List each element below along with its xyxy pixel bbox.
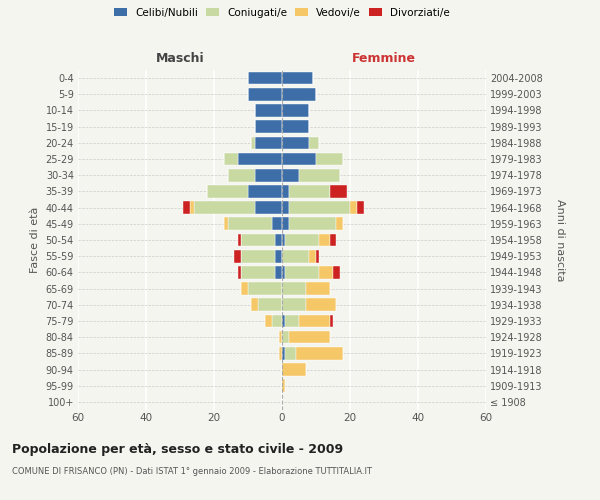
Bar [248, 88, 282, 101]
Bar [286, 347, 296, 360]
Bar [251, 136, 255, 149]
Bar [255, 136, 282, 149]
Bar [329, 234, 337, 246]
Bar [306, 282, 329, 295]
Legend: Celibi/Nubili, Coniugati/e, Vedovi/e, Divorziati/e: Celibi/Nubili, Coniugati/e, Vedovi/e, Di… [114, 8, 450, 18]
Bar [319, 266, 333, 278]
Bar [255, 202, 282, 214]
Bar [282, 347, 286, 360]
Bar [299, 169, 340, 181]
Bar [235, 250, 241, 262]
Bar [275, 250, 282, 262]
Bar [238, 266, 241, 278]
Bar [224, 218, 227, 230]
Y-axis label: Fasce di età: Fasce di età [30, 207, 40, 273]
Bar [238, 234, 241, 246]
Bar [282, 363, 306, 376]
Bar [255, 120, 282, 133]
Bar [289, 202, 350, 214]
Bar [278, 331, 282, 344]
Bar [282, 380, 286, 392]
Bar [282, 266, 286, 278]
Bar [282, 120, 309, 133]
Bar [207, 185, 248, 198]
Bar [265, 314, 272, 328]
Bar [190, 202, 194, 214]
Bar [255, 104, 282, 117]
Bar [282, 169, 299, 181]
Bar [194, 202, 255, 214]
Bar [248, 185, 282, 198]
Bar [289, 185, 329, 198]
Bar [316, 250, 319, 262]
Bar [275, 234, 282, 246]
Bar [241, 250, 275, 262]
Bar [248, 72, 282, 85]
Bar [275, 266, 282, 278]
Bar [299, 314, 329, 328]
Bar [282, 72, 313, 85]
Bar [241, 282, 248, 295]
Bar [337, 218, 343, 230]
Text: Popolazione per età, sesso e stato civile - 2009: Popolazione per età, sesso e stato civil… [12, 442, 343, 456]
Text: COMUNE DI FRISANCO (PN) - Dati ISTAT 1° gennaio 2009 - Elaborazione TUTTITALIA.I: COMUNE DI FRISANCO (PN) - Dati ISTAT 1° … [12, 468, 372, 476]
Bar [238, 152, 282, 166]
Bar [309, 250, 316, 262]
Bar [286, 314, 299, 328]
Bar [258, 298, 282, 311]
Bar [357, 202, 364, 214]
Bar [282, 250, 309, 262]
Bar [184, 202, 190, 214]
Bar [241, 266, 275, 278]
Bar [333, 266, 340, 278]
Bar [309, 136, 319, 149]
Bar [282, 136, 309, 149]
Bar [350, 202, 357, 214]
Text: Femmine: Femmine [352, 52, 416, 65]
Bar [319, 234, 329, 246]
Bar [251, 298, 258, 311]
Bar [329, 185, 347, 198]
Bar [282, 282, 306, 295]
Bar [282, 234, 286, 246]
Text: Maschi: Maschi [155, 52, 205, 65]
Bar [282, 331, 289, 344]
Bar [227, 169, 255, 181]
Bar [282, 185, 289, 198]
Bar [316, 152, 343, 166]
Bar [282, 202, 289, 214]
Y-axis label: Anni di nascita: Anni di nascita [555, 198, 565, 281]
Bar [282, 88, 316, 101]
Bar [306, 298, 337, 311]
Bar [329, 314, 333, 328]
Bar [282, 152, 316, 166]
Bar [282, 314, 286, 328]
Bar [224, 152, 238, 166]
Bar [286, 234, 319, 246]
Bar [289, 218, 337, 230]
Bar [289, 331, 329, 344]
Bar [282, 104, 309, 117]
Bar [282, 218, 289, 230]
Bar [255, 169, 282, 181]
Bar [227, 218, 272, 230]
Bar [296, 347, 343, 360]
Bar [272, 314, 282, 328]
Bar [282, 298, 306, 311]
Bar [272, 218, 282, 230]
Bar [248, 282, 282, 295]
Bar [241, 234, 275, 246]
Bar [278, 347, 282, 360]
Bar [286, 266, 319, 278]
